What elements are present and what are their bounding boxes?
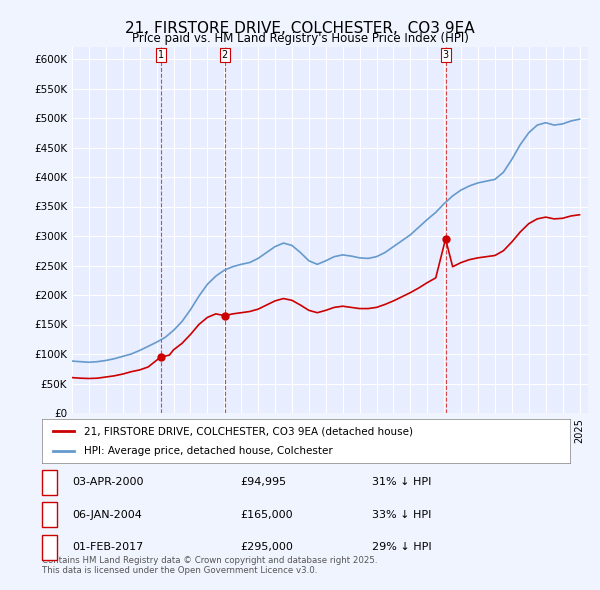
Text: £295,000: £295,000 [240,542,293,552]
Text: 03-APR-2000: 03-APR-2000 [72,477,143,487]
Text: 3: 3 [46,542,53,552]
Text: HPI: Average price, detached house, Colchester: HPI: Average price, detached house, Colc… [84,446,333,455]
Text: 21, FIRSTORE DRIVE, COLCHESTER,  CO3 9EA: 21, FIRSTORE DRIVE, COLCHESTER, CO3 9EA [125,21,475,35]
Text: 06-JAN-2004: 06-JAN-2004 [72,510,142,520]
Text: 1: 1 [46,477,53,487]
Text: 29% ↓ HPI: 29% ↓ HPI [372,542,431,552]
Text: 21, FIRSTORE DRIVE, COLCHESTER, CO3 9EA (detached house): 21, FIRSTORE DRIVE, COLCHESTER, CO3 9EA … [84,427,413,436]
Text: 33% ↓ HPI: 33% ↓ HPI [372,510,431,520]
Text: 3: 3 [442,50,449,60]
Text: 1: 1 [158,50,164,60]
Text: Price paid vs. HM Land Registry's House Price Index (HPI): Price paid vs. HM Land Registry's House … [131,32,469,45]
Text: £94,995: £94,995 [240,477,286,487]
Text: 2: 2 [46,510,53,520]
Text: 01-FEB-2017: 01-FEB-2017 [72,542,143,552]
Text: 31% ↓ HPI: 31% ↓ HPI [372,477,431,487]
Text: 2: 2 [221,50,228,60]
Text: £165,000: £165,000 [240,510,293,520]
Text: Contains HM Land Registry data © Crown copyright and database right 2025.
This d: Contains HM Land Registry data © Crown c… [42,556,377,575]
